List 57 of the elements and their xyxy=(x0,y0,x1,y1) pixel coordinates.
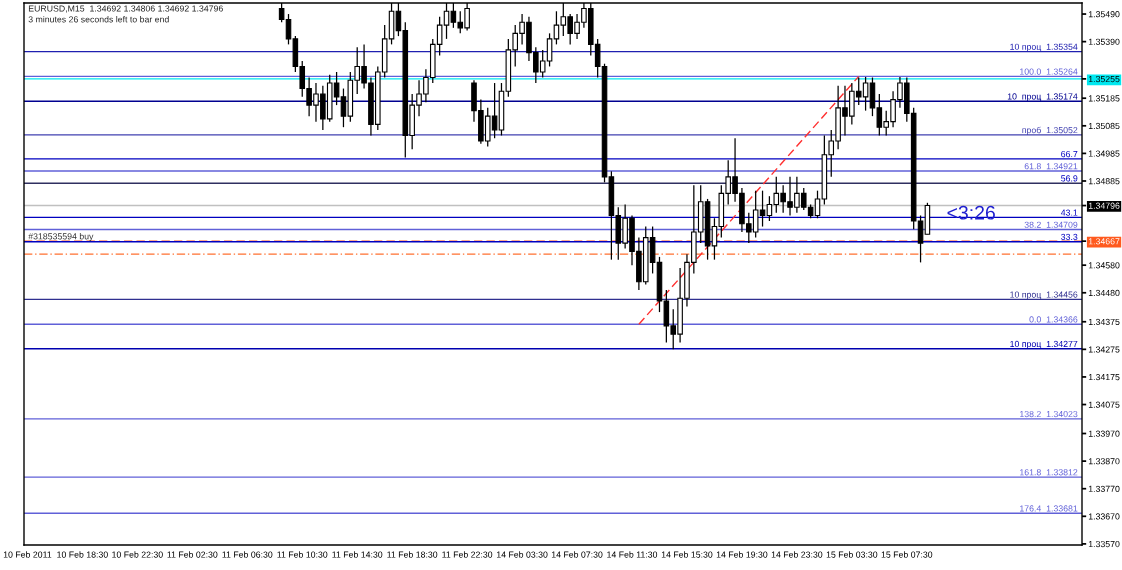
y-tick-label: 1.35185 xyxy=(1088,95,1120,102)
y-tick-label: 1.35490 xyxy=(1088,11,1120,18)
ref-line-label: проб 1.35052 xyxy=(1022,126,1078,135)
ref-line-label: 10 проц 1.34456 xyxy=(1010,291,1078,300)
x-tick-label: 10 Feb 18:30 xyxy=(57,551,108,558)
annotation: 56.9 xyxy=(1061,175,1078,182)
y-tick-label: 1.33970 xyxy=(1088,430,1120,437)
x-tick-label: 14 Feb 23:30 xyxy=(771,551,823,558)
y-tick-label: 1.33670 xyxy=(1088,513,1120,520)
annotation: 66.7 xyxy=(1061,151,1078,158)
x-tick-label: 11 Feb 14:30 xyxy=(332,551,383,558)
x-tick-label: 10 Feb 22:30 xyxy=(112,551,163,558)
y-tick-label: 1.34885 xyxy=(1088,178,1120,185)
x-tick-label: 14 Feb 11:30 xyxy=(607,551,658,558)
ref-line-label: 38.2 1.34709 xyxy=(1024,221,1078,228)
y-tick-label: 1.33770 xyxy=(1088,485,1120,492)
annotation: 43.1 xyxy=(1060,209,1078,216)
x-tick-label: 11 Feb 22:30 xyxy=(442,551,493,558)
ref-line-label: 176.4 1.33681 xyxy=(1020,505,1078,512)
text: 3 minutes 26 seconds left to bar end xyxy=(28,16,169,23)
chart-title: EURUSD,M15 1.34692 1.34806 1.34692 1.34796 xyxy=(28,5,223,13)
y-tick-label: 1.35390 xyxy=(1088,38,1120,45)
x-tick-label: 14 Feb 19:30 xyxy=(716,551,768,558)
ref-line-label: 161.8 1.33812 xyxy=(1020,469,1078,476)
y-tick-label: 1.34175 xyxy=(1088,374,1120,381)
y-tick-label: 1.34275 xyxy=(1088,346,1120,353)
y-tick-label: 1.34985 xyxy=(1088,150,1120,157)
annotation: 33.3 xyxy=(1061,233,1078,240)
y-tick-label: 1.35085 xyxy=(1088,122,1120,130)
y-tick-label: 1.34075 xyxy=(1088,401,1120,408)
y-tick-label: 1.34796 xyxy=(1088,202,1120,209)
annotation: #318535594 buy xyxy=(28,233,94,242)
y-tick-label: 1.34667 xyxy=(1088,238,1120,245)
x-tick-label: 11 Feb 06:30 xyxy=(222,551,273,558)
y-tick-label: 1.34580 xyxy=(1088,262,1120,269)
x-tick-label: 14 Feb 07:30 xyxy=(551,551,603,558)
x-tick-label: 11 Feb 02:30 xyxy=(167,551,218,558)
y-tick-label: 1.35255 xyxy=(1088,75,1120,83)
x-tick-label: 14 Feb 03:30 xyxy=(496,551,548,558)
x-tick-label: 15 Feb 07:30 xyxy=(881,551,933,558)
ref-line-label: 10 проц 1.34277 xyxy=(1010,340,1078,349)
ref-line-label: 100.0 1.35264 xyxy=(1020,68,1078,75)
y-tick-label: 1.34375 xyxy=(1088,318,1120,325)
x-tick-label: 14 Feb 15:30 xyxy=(661,551,713,558)
ref-line-label: 138.2 1.34023 xyxy=(1020,410,1078,418)
ref-line-label: 0.0 1.34366 xyxy=(1029,316,1078,323)
x-tick-label: 11 Feb 10:30 xyxy=(277,551,328,558)
ref-line-label: 10 проц 1.35354 xyxy=(1010,43,1078,52)
ref-line-label: 61.8 1.34921 xyxy=(1024,163,1078,170)
x-tick-label: 11 Feb 18:30 xyxy=(387,551,438,558)
y-tick-label: 1.34480 xyxy=(1088,289,1120,297)
x-tick-label: 15 Feb 03:30 xyxy=(826,551,878,558)
x-tick-label: 10 Feb 2011 xyxy=(3,551,52,558)
y-tick-label: 1.33870 xyxy=(1088,458,1120,465)
annotation: <3:26 xyxy=(947,205,995,220)
ref-line-label: 10 проц 1.35174 xyxy=(1007,93,1078,102)
y-tick-label: 1.33570 xyxy=(1088,540,1120,548)
